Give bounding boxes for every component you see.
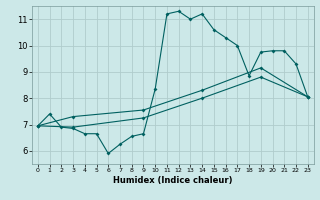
X-axis label: Humidex (Indice chaleur): Humidex (Indice chaleur) (113, 176, 233, 185)
